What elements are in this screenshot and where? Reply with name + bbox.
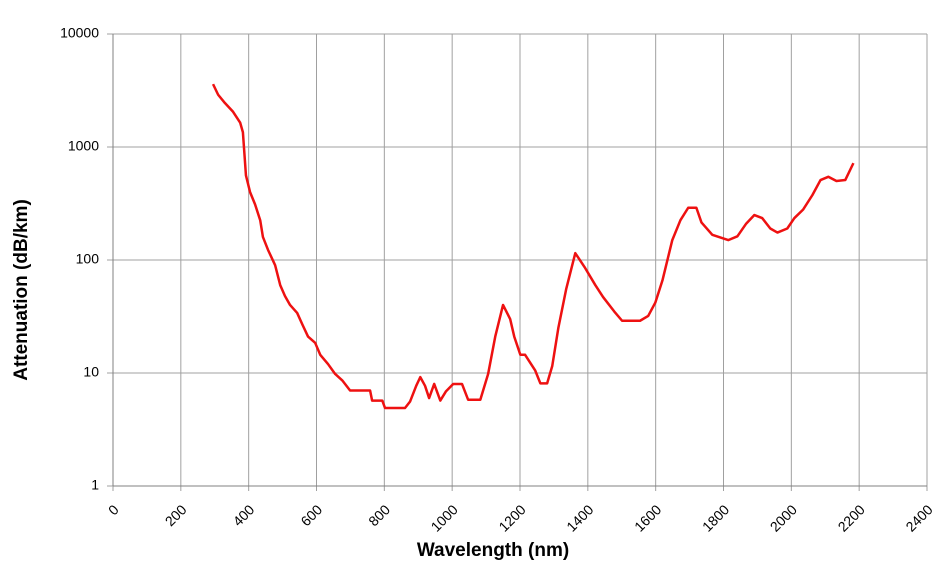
x-tick-label: 1800: [699, 501, 732, 534]
x-tick-label: 800: [365, 501, 393, 529]
x-axis-title: Wavelength (nm): [417, 540, 569, 561]
x-tick-label: 1000: [428, 501, 461, 534]
x-tick-label: 400: [230, 501, 258, 529]
y-tick-label: 1000: [68, 138, 99, 154]
x-tick-label: 600: [297, 501, 325, 529]
y-tick-label: 10000: [60, 25, 99, 41]
data-line: [211, 83, 855, 410]
y-tick-label: 100: [76, 251, 100, 267]
y-axis-title: Attenuation (dB/km): [11, 199, 32, 381]
x-tick-label: 1600: [631, 501, 664, 534]
y-tick-label: 10: [83, 364, 99, 380]
x-tick-label: 2400: [902, 501, 935, 534]
x-tick-label: 2000: [767, 501, 800, 534]
y-tick-label: 1: [91, 477, 99, 493]
x-tick-label: 0: [105, 501, 122, 518]
x-tick-label: 2200: [835, 501, 868, 534]
x-tick-label: 1200: [495, 501, 528, 534]
x-tick-label: 200: [162, 501, 190, 529]
x-tick-label: 1400: [563, 501, 596, 534]
